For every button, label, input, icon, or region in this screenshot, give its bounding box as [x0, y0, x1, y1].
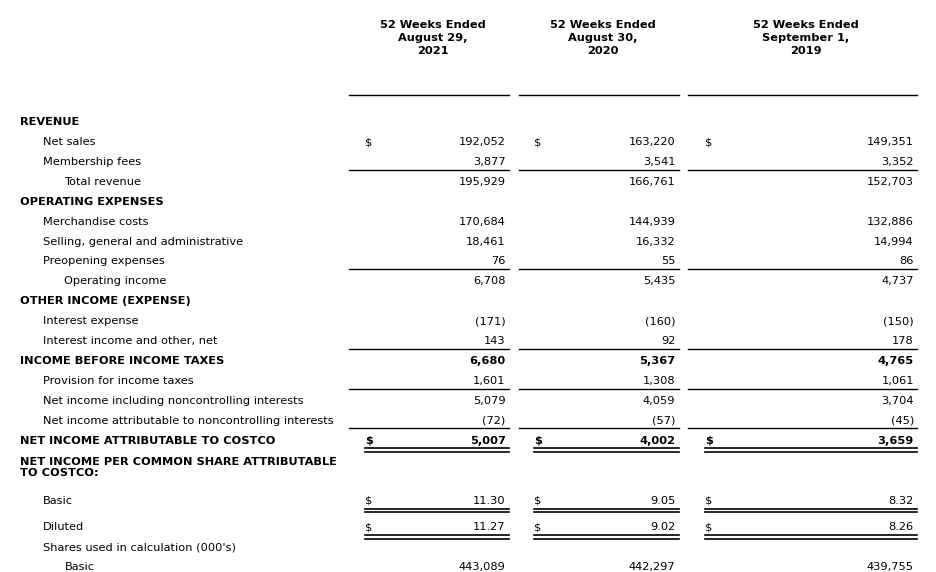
- Text: OTHER INCOME (EXPENSE): OTHER INCOME (EXPENSE): [21, 296, 191, 306]
- Text: 170,684: 170,684: [459, 217, 505, 227]
- Text: 76: 76: [491, 256, 505, 267]
- Text: NET INCOME ATTRIBUTABLE TO COSTCO: NET INCOME ATTRIBUTABLE TO COSTCO: [21, 435, 276, 446]
- Text: Merchandise costs: Merchandise costs: [43, 217, 149, 227]
- Text: 166,761: 166,761: [629, 177, 675, 187]
- Text: $: $: [705, 137, 712, 147]
- Text: 152,703: 152,703: [867, 177, 914, 187]
- Text: REVENUE: REVENUE: [21, 117, 80, 127]
- Text: $: $: [534, 435, 542, 446]
- Text: 3,704: 3,704: [882, 396, 914, 406]
- Text: 178: 178: [892, 336, 914, 346]
- Text: (45): (45): [890, 416, 914, 426]
- Text: (57): (57): [652, 416, 675, 426]
- Text: $: $: [705, 496, 712, 506]
- Text: (150): (150): [884, 316, 914, 326]
- Text: Net income including noncontrolling interests: Net income including noncontrolling inte…: [43, 396, 304, 406]
- Text: Basic: Basic: [43, 496, 73, 506]
- Text: (160): (160): [645, 316, 675, 326]
- Text: 5,367: 5,367: [639, 356, 675, 366]
- Text: $: $: [534, 137, 541, 147]
- Text: 16,332: 16,332: [636, 237, 675, 247]
- Text: 143: 143: [484, 336, 505, 346]
- Text: 3,541: 3,541: [643, 157, 675, 167]
- Text: $: $: [365, 496, 373, 506]
- Text: 195,929: 195,929: [459, 177, 505, 187]
- Text: OPERATING EXPENSES: OPERATING EXPENSES: [21, 197, 164, 206]
- Text: Diluted: Diluted: [43, 522, 84, 533]
- Text: 52 Weeks Ended
August 29,
2021: 52 Weeks Ended August 29, 2021: [380, 20, 486, 56]
- Text: INCOME BEFORE INCOME TAXES: INCOME BEFORE INCOME TAXES: [21, 356, 225, 366]
- Text: 1,061: 1,061: [882, 376, 914, 386]
- Text: $: $: [365, 522, 373, 533]
- Text: Operating income: Operating income: [65, 276, 167, 287]
- Text: 11.27: 11.27: [473, 522, 505, 533]
- Text: 52 Weeks Ended
August 30,
2020: 52 Weeks Ended August 30, 2020: [550, 20, 656, 56]
- Text: 5,435: 5,435: [643, 276, 675, 287]
- Text: (72): (72): [482, 416, 505, 426]
- Text: Total revenue: Total revenue: [65, 177, 141, 187]
- Text: 4,737: 4,737: [882, 276, 914, 287]
- Text: 6,708: 6,708: [473, 276, 505, 287]
- Text: Provision for income taxes: Provision for income taxes: [43, 376, 194, 386]
- Text: 3,352: 3,352: [882, 157, 914, 167]
- Text: 149,351: 149,351: [867, 137, 914, 147]
- Text: 163,220: 163,220: [629, 137, 675, 147]
- Text: 6,680: 6,680: [469, 356, 505, 366]
- Text: $: $: [705, 435, 712, 446]
- Text: 8.32: 8.32: [888, 496, 914, 506]
- Text: 55: 55: [661, 256, 675, 267]
- Text: 14,994: 14,994: [874, 237, 914, 247]
- Text: 442,297: 442,297: [629, 562, 675, 572]
- Text: 86: 86: [899, 256, 914, 267]
- Text: 5,007: 5,007: [470, 435, 505, 446]
- Text: 9.02: 9.02: [651, 522, 675, 533]
- Text: Selling, general and administrative: Selling, general and administrative: [43, 237, 243, 247]
- Text: $: $: [365, 137, 373, 147]
- Text: Interest income and other, net: Interest income and other, net: [43, 336, 218, 346]
- Text: Net sales: Net sales: [43, 137, 95, 147]
- Text: Net income attributable to noncontrolling interests: Net income attributable to noncontrollin…: [43, 416, 334, 426]
- Text: 4,059: 4,059: [643, 396, 675, 406]
- Text: 192,052: 192,052: [459, 137, 505, 147]
- Text: 439,755: 439,755: [867, 562, 914, 572]
- Text: 8.26: 8.26: [888, 522, 914, 533]
- Text: (171): (171): [475, 316, 505, 326]
- Text: 443,089: 443,089: [459, 562, 505, 572]
- Text: 3,877: 3,877: [473, 157, 505, 167]
- Text: 4,765: 4,765: [878, 356, 914, 366]
- Text: Preopening expenses: Preopening expenses: [43, 256, 165, 267]
- Text: $: $: [534, 496, 541, 506]
- Text: 3,659: 3,659: [878, 435, 914, 446]
- Text: 5,079: 5,079: [473, 396, 505, 406]
- Text: $: $: [705, 522, 712, 533]
- Text: 1,308: 1,308: [643, 376, 675, 386]
- Text: 1,601: 1,601: [473, 376, 505, 386]
- Text: Shares used in calculation (000's): Shares used in calculation (000's): [43, 542, 236, 553]
- Text: 11.30: 11.30: [473, 496, 505, 506]
- Text: NET INCOME PER COMMON SHARE ATTRIBUTABLE
TO COSTCO:: NET INCOME PER COMMON SHARE ATTRIBUTABLE…: [21, 456, 337, 478]
- Text: 52 Weeks Ended
September 1,
2019: 52 Weeks Ended September 1, 2019: [753, 20, 858, 56]
- Text: Basic: Basic: [65, 562, 95, 572]
- Text: 9.05: 9.05: [650, 496, 675, 506]
- Text: Interest expense: Interest expense: [43, 316, 139, 326]
- Text: 92: 92: [661, 336, 675, 346]
- Text: 4,002: 4,002: [639, 435, 675, 446]
- Text: 132,886: 132,886: [867, 217, 914, 227]
- Text: Membership fees: Membership fees: [43, 157, 141, 167]
- Text: 144,939: 144,939: [628, 217, 675, 227]
- Text: $: $: [365, 435, 373, 446]
- Text: 18,461: 18,461: [466, 237, 505, 247]
- Text: $: $: [534, 522, 541, 533]
